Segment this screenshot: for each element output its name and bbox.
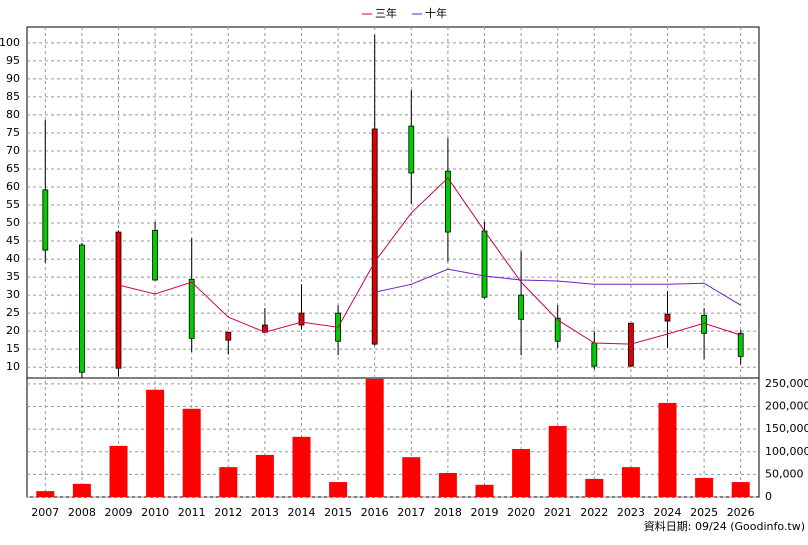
x-tick-label: 2016 [361,506,389,519]
volume-bar [36,491,55,497]
x-tick-label: 2011 [178,506,206,519]
y-tick-label: 30 [6,288,20,301]
volume-bar [695,477,714,497]
x-tick-label: 2008 [68,506,96,519]
volume-bar [621,467,640,497]
candle-body [225,331,232,341]
candle-body [371,128,378,345]
volume-bar [182,408,201,497]
x-tick-label: 2014 [288,506,316,519]
candle-body [444,170,451,233]
legend-label: 三年 [375,6,397,20]
plot-frame [26,26,760,498]
x-tick-label: 2025 [690,506,718,519]
y-tick-label: 60 [6,180,20,193]
legend-label: 十年 [425,6,447,20]
y-tick-label: 85 [6,90,20,103]
volume-bar [365,378,384,497]
y-tick-label: 75 [6,126,20,139]
y2-tick-label: 200,000 [765,400,808,413]
volume-bar [292,436,311,497]
y-tick-label: 100 [0,36,20,49]
candle-body [115,231,122,369]
y-tick-label: 45 [6,234,20,247]
candle-body [664,313,671,322]
y-tick-label: 80 [6,108,20,121]
volume-bar [72,483,91,497]
y-tick-label: 10 [6,360,20,373]
footer: 資料日期: 09/24 (Goodinfo.tw) [644,519,805,533]
line-series [118,177,741,345]
x-tick-label: 2019 [471,506,499,519]
volume-bar [585,478,604,497]
y2-tick-label: 100,000 [765,445,808,458]
volume-bar [219,467,238,497]
x-tick-label: 2012 [214,506,242,519]
candle-body [554,317,561,342]
x-tick-label: 2013 [251,506,279,519]
x-tick-label: 2023 [617,506,645,519]
candle-body [628,322,634,367]
x-tick-label: 2018 [434,506,462,519]
x-tick-label: 2010 [141,506,169,519]
x-tick-label: 2015 [324,506,352,519]
y-tick-label: 70 [6,144,20,157]
x-tick-label: 2022 [580,506,608,519]
y-tick-label: 20 [6,324,20,337]
candle-body [188,278,195,339]
x-tick-label: 2021 [544,506,572,519]
volume-bar [548,425,567,497]
volume-bar [512,449,531,497]
candle-body [518,294,524,320]
candle-body [408,125,415,174]
volume-bar [109,445,128,497]
volume-bar [475,484,494,497]
y-tick-label: 65 [6,162,20,175]
y-tick-label: 40 [6,252,20,265]
y-tick-label: 25 [6,306,20,319]
candle-body [481,230,488,298]
volume-bar [329,482,348,497]
volume-bar [731,482,750,497]
candle-body [79,244,85,373]
candle-body [152,229,159,281]
x-tick-label: 2009 [105,506,133,519]
candle-body [737,332,744,357]
y-tick-label: 90 [6,72,20,85]
y2-tick-label: 0 [765,490,772,503]
y-tick-label: 35 [6,270,20,283]
volume-bar [658,402,677,497]
y2-tick-label: 250,000 [765,377,808,390]
y-tick-label: 50 [6,216,20,229]
y-tick-label: 55 [6,198,20,211]
x-tick-label: 2026 [727,506,755,519]
candle-body [298,312,305,326]
volume-bar [255,454,274,497]
y2-tick-label: 150,000 [765,422,808,435]
candle-body [591,342,598,367]
volume-bar [438,473,457,497]
y-tick-label: 95 [6,54,20,67]
line-series [374,268,741,306]
volume-bar [146,389,165,497]
x-tick-label: 2017 [397,506,425,519]
x-tick-label: 2024 [654,506,682,519]
x-tick-label: 2020 [507,506,535,519]
x-tick-label: 2007 [31,506,59,519]
y-tick-label: 15 [6,342,20,355]
volume-bar [402,457,421,497]
y2-tick-label: 50,000 [765,467,804,480]
candle-body [42,189,49,251]
